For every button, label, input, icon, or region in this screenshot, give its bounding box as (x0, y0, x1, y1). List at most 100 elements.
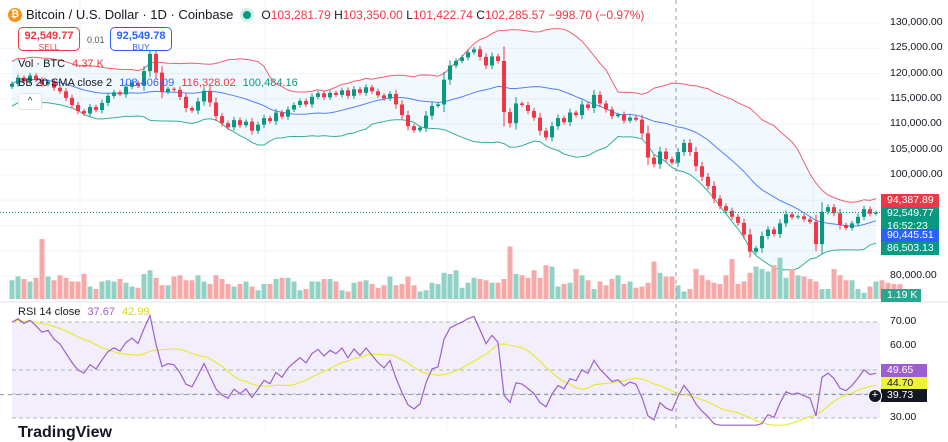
candle (148, 48, 152, 77)
candle (868, 206, 872, 217)
volume-bar (51, 280, 57, 299)
candle-body (586, 104, 590, 109)
candle (376, 88, 380, 98)
volume-bar (261, 284, 267, 299)
price-tick-label: 100,000.00 (890, 167, 943, 180)
candle (130, 80, 134, 90)
volume-bar (813, 281, 819, 299)
candle-body (358, 89, 362, 93)
candle (424, 111, 428, 133)
candle-body (214, 102, 218, 117)
candle-body (712, 185, 716, 199)
candle (700, 162, 704, 181)
collapse-legend-button[interactable]: ^ (18, 93, 42, 110)
candle-body (226, 123, 230, 128)
candle (388, 91, 392, 102)
add-plus-icon[interactable]: + (868, 389, 882, 403)
candle (478, 45, 482, 61)
volume-bar (399, 284, 405, 299)
candle (844, 222, 848, 231)
volume-bar (819, 289, 825, 299)
candle (616, 112, 620, 119)
candle-body (628, 117, 632, 121)
volume-bar (825, 289, 831, 299)
volume-bar (411, 285, 417, 299)
candle (856, 213, 860, 227)
candle-body (424, 115, 428, 128)
candle-body (874, 212, 878, 214)
candle (532, 107, 536, 121)
volume-bar (741, 281, 747, 299)
candle (286, 106, 290, 120)
volume-bar (573, 269, 579, 299)
bb-legend[interactable]: BB 20 SMA close 2 108,406.09 116,328.02 … (18, 77, 298, 89)
candle-body (10, 83, 14, 87)
candle-body (208, 90, 212, 103)
volume-bar (393, 285, 399, 299)
candle (604, 100, 608, 113)
candle-body (292, 104, 296, 110)
candle-body (700, 166, 704, 177)
candle-body (646, 133, 650, 158)
candle (292, 102, 296, 113)
candle (706, 173, 710, 190)
price-tick-label: 110,000.00 (890, 117, 942, 130)
volume-bar (333, 281, 339, 299)
candle (250, 117, 254, 135)
candle (850, 220, 854, 231)
volume-bar (153, 277, 159, 299)
rsi-legend[interactable]: RSI 14 close 37.67 42.99 (18, 306, 150, 318)
symbol-title[interactable]: Bitcoin / U.S. Dollar · 1D · Coinbase (26, 7, 234, 22)
candle (490, 52, 494, 70)
candle-body (580, 104, 584, 116)
volume-bar (711, 282, 717, 299)
candle (454, 58, 458, 69)
volume-bar (435, 284, 441, 299)
volume-bar (873, 281, 879, 299)
candle-body (316, 93, 320, 97)
candle-body (100, 102, 104, 111)
rsi-line (11, 313, 877, 426)
candle (772, 226, 776, 237)
candle (184, 92, 188, 113)
candle-body (520, 103, 524, 105)
candle-body (514, 103, 518, 124)
candle (118, 90, 122, 97)
volume-bar (651, 261, 657, 299)
buy-button[interactable]: 92,549.78 BUY (110, 27, 172, 52)
volume-legend[interactable]: Vol · BTC 4.37 K (18, 58, 104, 70)
candle (100, 99, 104, 114)
volume-bar (489, 282, 495, 299)
price-tick-label: 115,000.00 (890, 91, 942, 104)
candle (166, 86, 170, 95)
volume-bar (633, 287, 639, 299)
volume-bar (525, 277, 531, 299)
sell-button[interactable]: 92,549.77 SELL (18, 27, 80, 52)
volume-bar (669, 276, 675, 299)
volume-bar (363, 280, 369, 299)
volume-bar (747, 272, 753, 299)
volume-bar (279, 277, 285, 299)
volume-bar (609, 279, 615, 299)
candle (466, 49, 470, 61)
bb-fill (12, 28, 876, 271)
volume-bar (753, 266, 759, 299)
volume-bar (717, 284, 723, 299)
candle-body (304, 100, 308, 105)
candle (796, 214, 800, 220)
candle (760, 231, 764, 253)
volume-bar (561, 284, 567, 299)
candle (610, 106, 614, 120)
volume-bar (57, 275, 63, 299)
volume-bar (759, 269, 765, 299)
volume-bar (33, 277, 39, 299)
candle-body (754, 248, 758, 252)
candle-body (82, 111, 86, 114)
candle-body (232, 120, 236, 128)
candle (172, 87, 176, 92)
candle-body (466, 52, 470, 58)
volume-bar (771, 265, 777, 299)
volume-bar (567, 282, 573, 299)
volume-bar (585, 280, 591, 299)
